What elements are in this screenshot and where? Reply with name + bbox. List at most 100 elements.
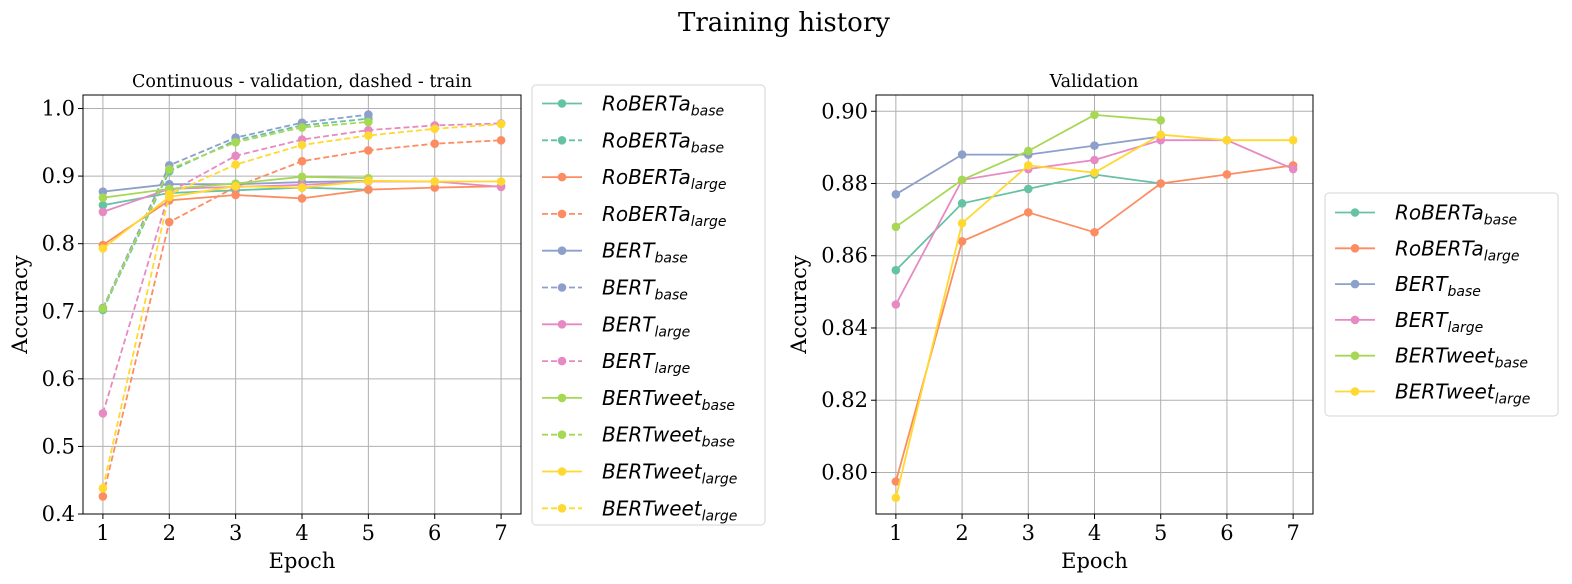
data-point [364, 185, 373, 194]
legend-entry: BERTlarge [1335, 308, 1483, 336]
data-point [1288, 135, 1298, 145]
legend-label-name: RoBERTa [602, 92, 691, 116]
x-tick-label: 3 [229, 521, 242, 545]
legend-entry: BERTlarge [542, 312, 690, 340]
legend-label-name: BERTweet [602, 460, 703, 484]
legend-label-subscript: large [691, 177, 727, 193]
legend-entry: RoBERTalarge [542, 165, 727, 193]
data-point [364, 117, 373, 127]
data-point [1090, 155, 1099, 165]
legend-label-subscript: large [654, 324, 690, 340]
legend-label: BERTlarge [1395, 308, 1483, 336]
chart-right-validation: 1 2 3 4 5 6 7 0.80 0.82 0.84 0.86 0.88 0.90 Validatio… [787, 72, 1559, 573]
data-point [164, 165, 174, 174]
legend-label-subscript: base [654, 251, 687, 267]
y-tick-label: 0.8 [42, 232, 75, 256]
x-tick-label: 6 [1220, 521, 1233, 545]
chart-title: Validation [1049, 72, 1139, 92]
data-point [1222, 135, 1232, 145]
data-point [1023, 184, 1033, 194]
data-point [164, 190, 174, 199]
legend-marker [557, 283, 567, 292]
legend-entry: RoBERTalarge [542, 202, 727, 230]
legend-marker [1350, 315, 1360, 325]
x-tick-label: 7 [494, 521, 507, 545]
legend-label-subscript: base [1495, 356, 1528, 372]
data-point [430, 139, 440, 148]
legend-label: BERTweetlarge [1395, 380, 1530, 408]
y-tick-label: 0.88 [821, 171, 868, 195]
legend-marker [557, 504, 567, 513]
x-tick-label: 2 [163, 521, 176, 545]
legend-label-subscript: large [691, 214, 727, 230]
series-bertweet-base-validation [891, 110, 1166, 232]
legend-label-name: BERTweet [602, 423, 703, 447]
y-tick-label: 0.80 [821, 460, 868, 484]
legend-label: BERTweetbase [602, 386, 735, 414]
data-point [164, 217, 174, 227]
legend-label-subscript: large [702, 508, 738, 524]
y-tick-label: 0.9 [42, 164, 75, 188]
x-tick-label: 5 [1154, 521, 1167, 545]
data-point [1156, 130, 1166, 140]
legend-label-name: RoBERTa [1395, 236, 1484, 260]
legend-label: BERTbase [602, 276, 688, 304]
legend-label-name: RoBERTa [602, 165, 691, 189]
legend: RoBERTabaseRoBERTabaseRoBERTalargeRoBERT… [531, 84, 766, 526]
data-point [1090, 227, 1099, 237]
data-point [297, 140, 307, 150]
legend-entry: BERTbase [1335, 272, 1481, 300]
series-bertweet-large-train [98, 119, 506, 493]
data-point [430, 183, 440, 192]
data-point [957, 236, 967, 246]
y-axis-label: Accuracy [787, 255, 811, 355]
legend-label-subscript: large [702, 472, 738, 488]
data-point [496, 135, 506, 145]
legend-marker [1350, 351, 1360, 361]
data-point [430, 124, 440, 134]
legend-label-subscript: base [702, 435, 735, 451]
legend-label: RoBERTabase [1395, 201, 1517, 229]
legend-label: BERTweetlarge [602, 460, 737, 488]
legend-label-subscript: large [1495, 392, 1531, 408]
data-point [496, 177, 506, 186]
y-tick-label: 0.90 [821, 99, 868, 123]
data-point [957, 199, 967, 208]
legend-entry: RoBERTabase [1335, 201, 1517, 229]
x-tick-label: 1 [96, 521, 109, 545]
data-point [98, 484, 108, 493]
data-point [98, 304, 108, 313]
y-tick-label: 0.84 [821, 316, 868, 340]
data-point [297, 172, 307, 182]
data-point [231, 181, 240, 191]
data-point [297, 183, 307, 192]
data-point [496, 119, 506, 129]
legend-label: RoBERTabase [602, 128, 724, 156]
data-point [1090, 110, 1099, 120]
data-point [430, 177, 440, 186]
legend-entry: BERTlarge [542, 349, 690, 377]
legend-marker [557, 356, 567, 366]
data-point [891, 477, 901, 486]
legend-label-subscript: base [654, 288, 687, 304]
data-point [231, 151, 240, 161]
legend-label-name: BERT [602, 276, 656, 300]
data-point [231, 138, 240, 147]
y-tick-label: 0.82 [821, 388, 868, 412]
legend-label: RoBERTabase [602, 92, 724, 120]
data-point [98, 409, 108, 418]
data-point [364, 176, 373, 186]
legend-label: BERTweetbase [602, 423, 735, 451]
legend-entry: BERTweetbase [542, 423, 735, 451]
legend-label-name: BERTweet [602, 496, 703, 520]
data-point [1222, 170, 1232, 179]
y-axis-label: Accuracy [8, 255, 32, 355]
data-point [957, 150, 967, 159]
data-point [231, 190, 240, 200]
x-tick-label: 6 [428, 521, 441, 545]
legend-label-subscript: base [691, 140, 724, 156]
legend-marker [557, 136, 567, 145]
legend-marker [557, 320, 567, 329]
y-tick-label: 0.4 [42, 502, 75, 526]
data-point [364, 110, 373, 119]
